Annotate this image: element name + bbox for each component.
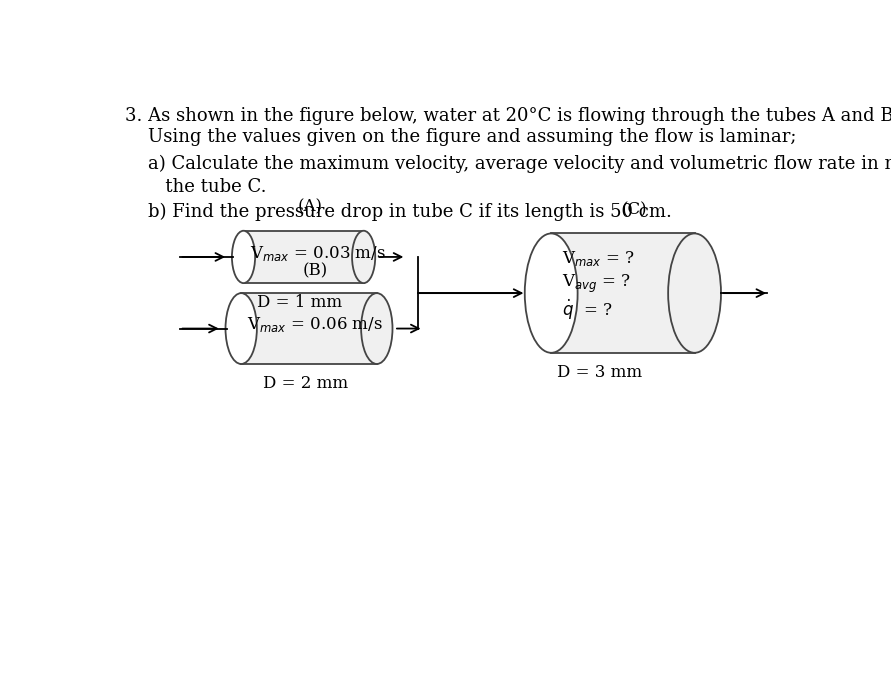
Text: D = 3 mm: D = 3 mm: [557, 363, 642, 381]
Text: V$_{max}$ = ?: V$_{max}$ = ?: [562, 249, 635, 268]
Ellipse shape: [361, 293, 393, 364]
Text: D = 2 mm: D = 2 mm: [263, 375, 347, 392]
Text: V$_{max}$ = 0.06 m/s: V$_{max}$ = 0.06 m/s: [248, 315, 383, 334]
Text: (C): (C): [622, 201, 648, 218]
Ellipse shape: [525, 234, 577, 353]
Text: (A): (A): [298, 198, 323, 216]
Ellipse shape: [232, 231, 255, 283]
Ellipse shape: [225, 293, 257, 364]
Ellipse shape: [352, 231, 375, 283]
Text: the tube C.: the tube C.: [126, 178, 266, 196]
Text: 3. As shown in the figure below, water at 20°C is flowing through the tubes A an: 3. As shown in the figure below, water a…: [126, 107, 891, 125]
Bar: [552, 234, 695, 353]
Ellipse shape: [668, 234, 721, 353]
Bar: [241, 293, 377, 364]
Bar: [243, 231, 364, 283]
Text: V$_{max}$ = 0.03 m/s: V$_{max}$ = 0.03 m/s: [249, 244, 386, 263]
Text: V$_{avg}$ = ?: V$_{avg}$ = ?: [562, 273, 631, 295]
Text: D = 1 mm: D = 1 mm: [257, 294, 342, 311]
Text: a) Calculate the maximum velocity, average velocity and volumetric flow rate in : a) Calculate the maximum velocity, avera…: [126, 155, 891, 173]
Text: b) Find the pressure drop in tube C if its length is 50 cm.: b) Find the pressure drop in tube C if i…: [126, 203, 672, 221]
Text: $\dot{q}$  = ?: $\dot{q}$ = ?: [562, 298, 613, 322]
Text: Using the values given on the figure and assuming the flow is laminar;: Using the values given on the figure and…: [126, 129, 797, 146]
Text: (B): (B): [303, 263, 328, 279]
